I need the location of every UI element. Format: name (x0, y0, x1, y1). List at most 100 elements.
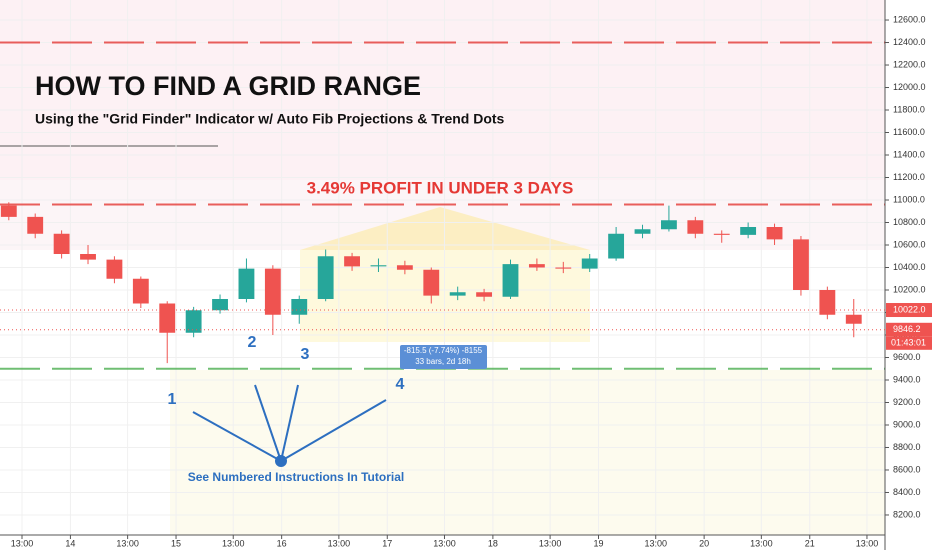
y-axis-bg (885, 0, 932, 550)
candle-body (80, 254, 96, 260)
projection-box (300, 250, 590, 342)
step-number: 2 (248, 334, 257, 351)
subtitle: Using the "Grid Finder" Indicator w/ Aut… (35, 111, 505, 127)
y-tick-label: 11800.0 (893, 104, 925, 114)
y-tick-label: 8200.0 (893, 509, 921, 519)
y-tick-label: 10600.0 (893, 239, 926, 249)
candle-body (132, 278, 149, 304)
y-tick-label: 11400.0 (893, 149, 925, 159)
y-tick-label: 8400.0 (893, 487, 921, 497)
y-tick-label: 11200.0 (893, 172, 925, 182)
profit-note: 3.49% PROFIT IN UNDER 3 DAYS (307, 178, 574, 197)
x-tick-label: 16 (277, 538, 287, 548)
candle-body (0, 205, 17, 217)
candle-body (238, 268, 255, 299)
x-tick-label: 13:00 (222, 538, 245, 548)
candle-body (819, 289, 836, 315)
y-tick-label: 11600.0 (893, 127, 925, 137)
step-number: 1 (168, 391, 177, 408)
y-tick-label: 9200.0 (893, 397, 921, 407)
y-tick-label: 8600.0 (893, 464, 921, 474)
y-tick-label: 10800.0 (893, 217, 926, 227)
x-tick-label: 20 (699, 538, 709, 548)
candle-body (608, 233, 625, 259)
price-label: 9846.2 (893, 324, 921, 334)
arrows (192, 384, 387, 462)
x-tick-label: 17 (382, 538, 392, 548)
x-tick-label: 13:00 (539, 538, 562, 548)
candle-body (159, 303, 176, 333)
candle-body (687, 220, 704, 234)
candle-body (476, 292, 493, 297)
candle-body (53, 233, 70, 255)
x-tick-label: 13:00 (856, 538, 879, 548)
candle-body (740, 227, 757, 235)
x-tick-label: 13:00 (433, 538, 456, 548)
candle-body (845, 314, 862, 324)
band-lower (170, 370, 885, 535)
candle-body (106, 259, 123, 279)
y-tick-label: 10200.0 (893, 284, 926, 294)
measure-text: -815.5 (-7.74%) -8155 (404, 346, 483, 355)
arrow (192, 411, 282, 462)
band-top (0, 0, 885, 180)
x-tick-label: 19 (594, 538, 604, 548)
candle-body (291, 298, 308, 315)
step-number: 4 (396, 376, 405, 393)
x-tick-label: 14 (65, 538, 75, 548)
candle-body (793, 239, 809, 290)
candle-body (660, 220, 677, 230)
arrow-origin (275, 455, 287, 467)
candle-body (423, 269, 440, 296)
candle-body (581, 258, 598, 269)
x-tick-label: 13:00 (644, 538, 667, 548)
x-tick-label: 13:00 (750, 538, 773, 548)
projection-triangle (300, 207, 590, 250)
candle-body (27, 216, 44, 234)
y-tick-label: 11000.0 (893, 194, 925, 204)
candle-body (212, 298, 228, 311)
candle-body (264, 268, 281, 315)
arrow (280, 384, 299, 462)
candle-body (634, 229, 651, 234)
y-tick-label: 12600.0 (893, 14, 926, 24)
title: HOW TO FIND A GRID RANGE (35, 71, 421, 101)
x-tick-label: 13:00 (11, 538, 34, 548)
x-tick-label: 13:00 (328, 538, 351, 548)
candle-body (555, 267, 572, 269)
measure-text: 33 bars, 2d 18h (415, 357, 471, 366)
y-tick-label: 8800.0 (893, 442, 921, 452)
price-label: 10022.0 (893, 304, 926, 314)
y-tick-label: 9600.0 (893, 352, 921, 362)
arrow (254, 384, 282, 462)
candle-body (185, 310, 202, 333)
arrow (280, 399, 387, 462)
countdown-bg (886, 336, 932, 350)
step-number: 3 (301, 346, 310, 363)
y-tick-label: 9400.0 (893, 374, 921, 384)
countdown: 01:43:01 (891, 338, 926, 348)
y-tick-label: 9000.0 (893, 419, 921, 429)
candle-body (396, 265, 413, 270)
y-tick-label: 12200.0 (893, 59, 926, 69)
x-axis-bg (0, 535, 885, 550)
x-tick-label: 15 (171, 538, 181, 548)
y-tick-label: 12400.0 (893, 37, 926, 47)
candle-body (317, 256, 334, 299)
candle-body (502, 264, 519, 297)
candle-body (528, 264, 545, 268)
x-tick-label: 21 (805, 538, 815, 548)
measure-box (400, 345, 487, 369)
candle-body (370, 265, 387, 267)
instructions: See Numbered Instructions In Tutorial (188, 470, 404, 484)
x-tick-label: 18 (488, 538, 498, 548)
candle-body (344, 256, 360, 267)
candle-body (449, 292, 466, 296)
price-label-bg (886, 322, 932, 337)
candle-body (713, 233, 730, 235)
candle-body (766, 227, 783, 240)
y-tick-label: 10400.0 (893, 262, 926, 272)
x-tick-label: 13:00 (116, 538, 139, 548)
price-label-bg (886, 303, 932, 318)
